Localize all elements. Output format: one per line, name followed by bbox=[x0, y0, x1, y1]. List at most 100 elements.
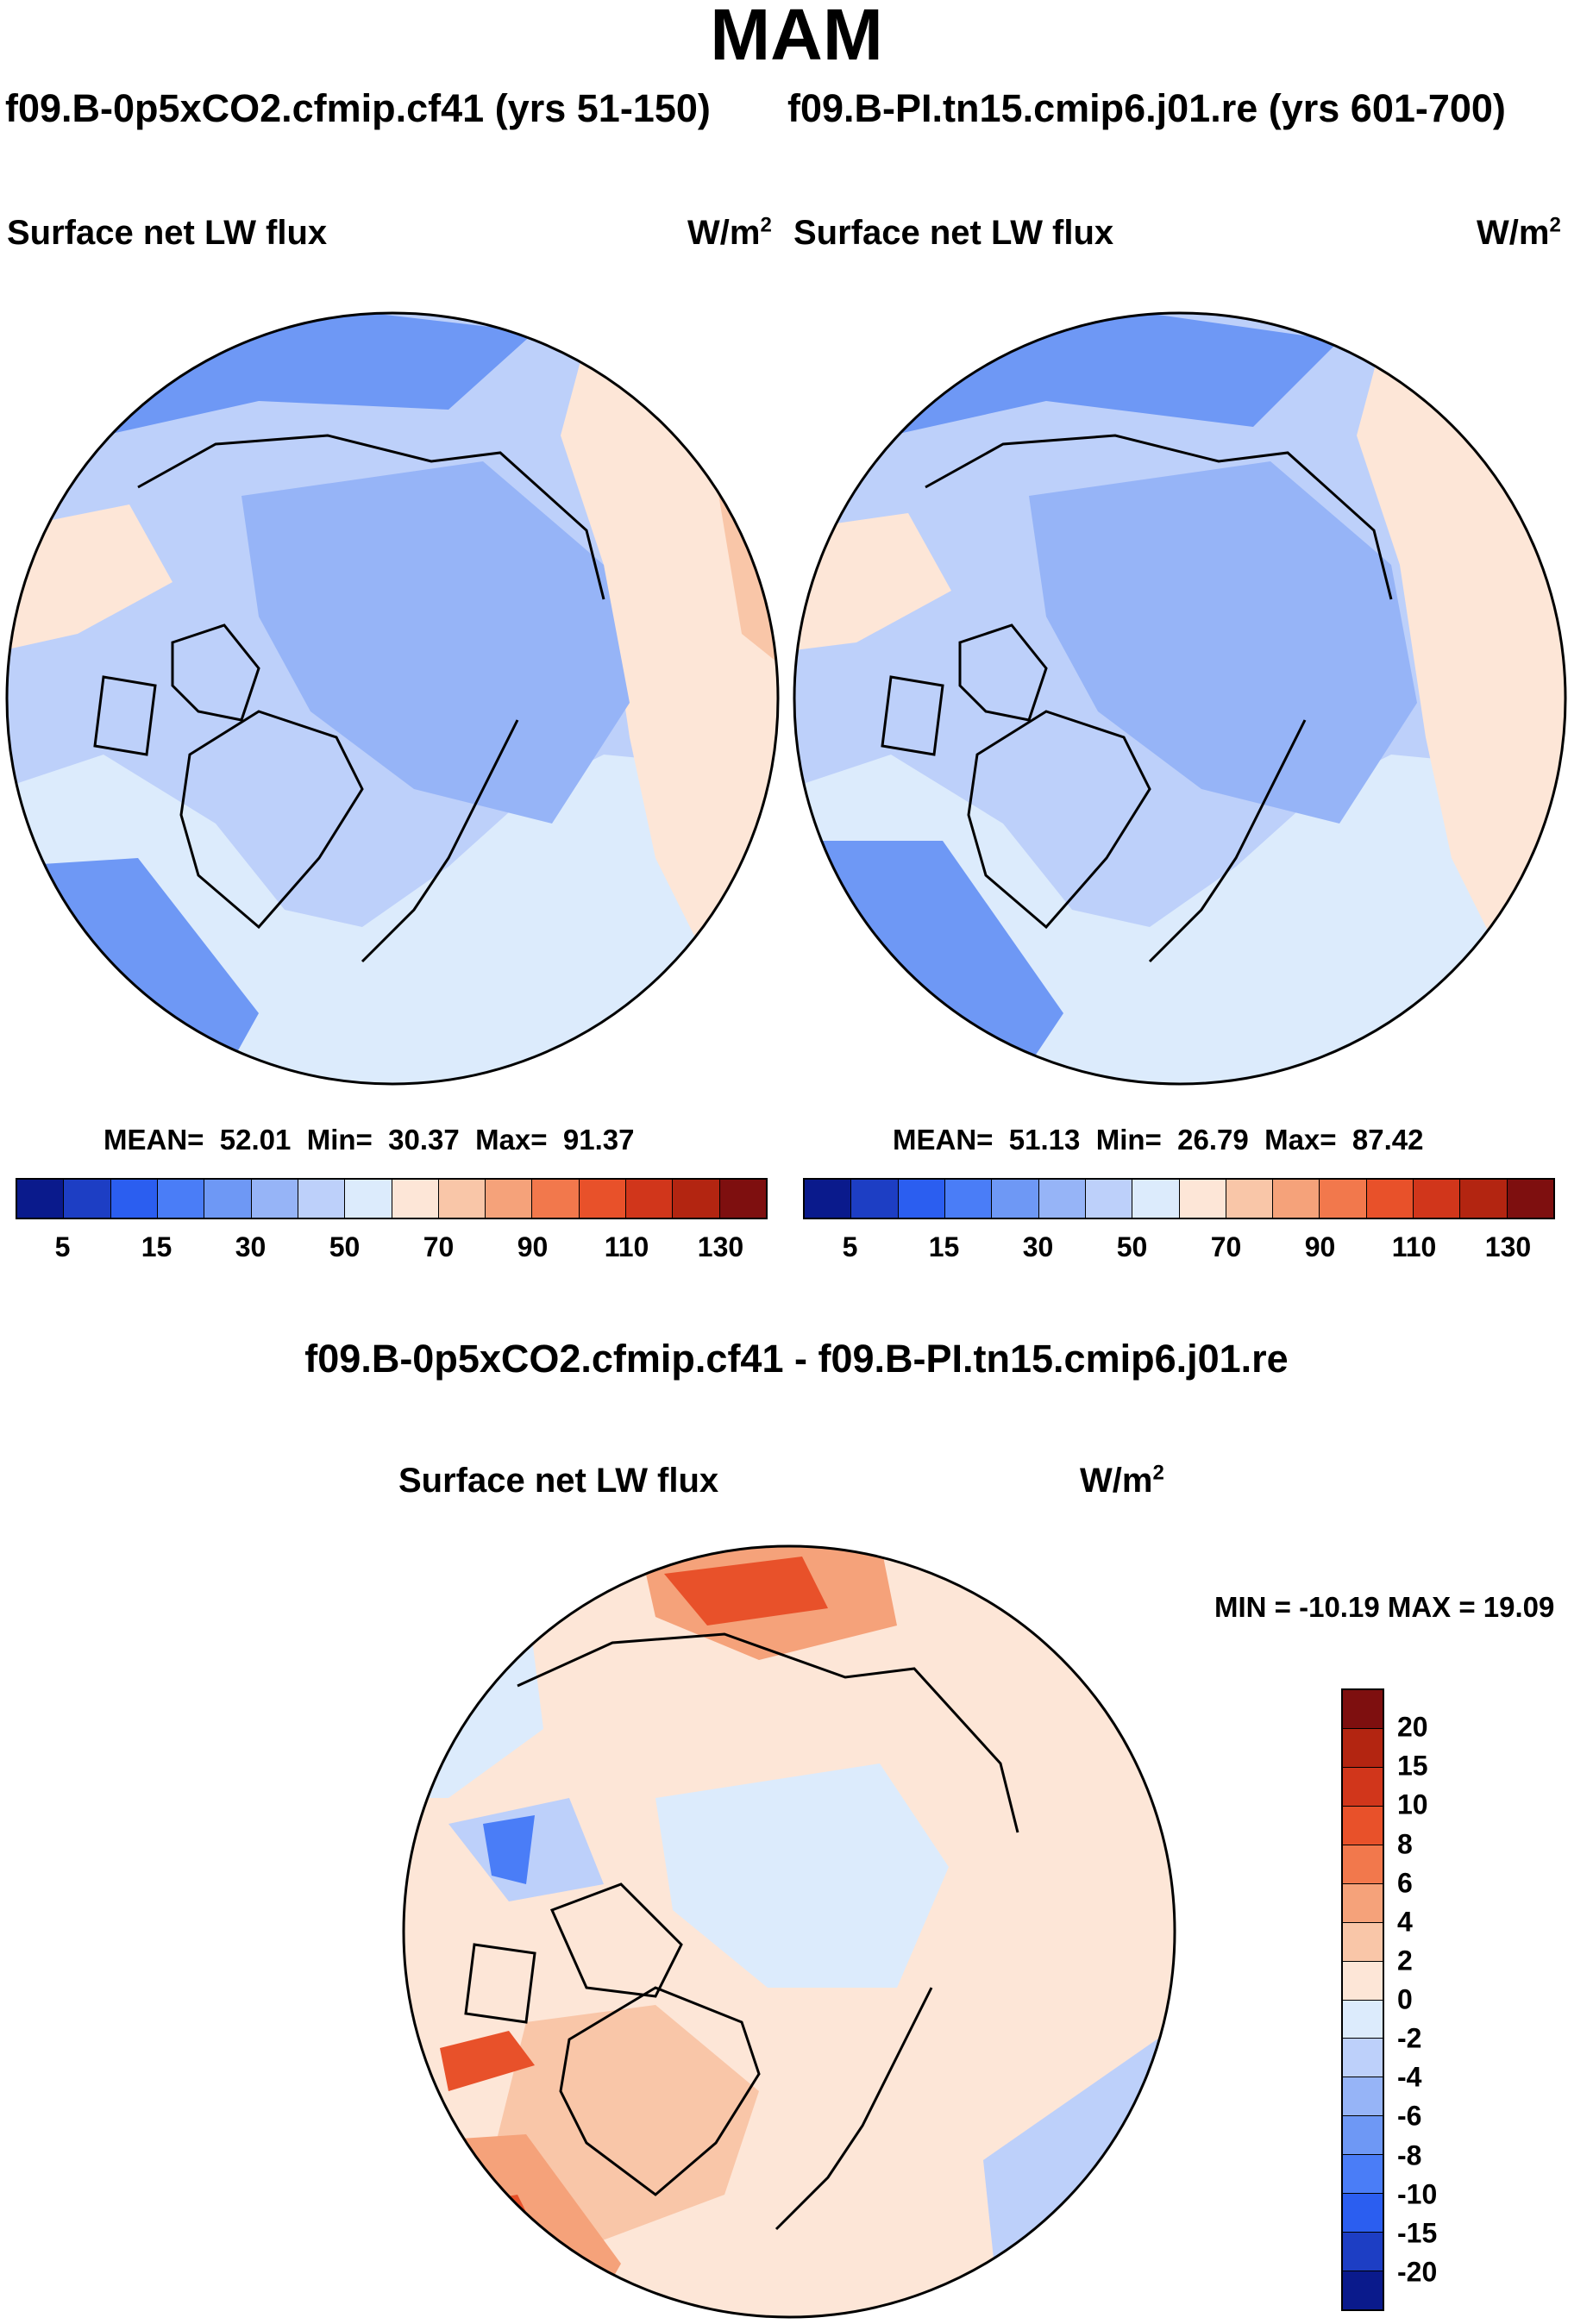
colorbar-swatch bbox=[345, 1180, 392, 1218]
colorbar-swatch bbox=[1460, 1180, 1508, 1218]
colorbar-tick-label: -4 bbox=[1397, 2061, 1422, 2093]
colorbar-tick-label: 20 bbox=[1397, 1711, 1428, 1743]
diff-map-siberia-hot-region bbox=[664, 1557, 828, 1626]
colorbar-swatch bbox=[1366, 1180, 1414, 1218]
colorbar-tick-label: 15 bbox=[141, 1231, 172, 1262]
right-map-coastline-greenland bbox=[967, 710, 1151, 930]
right-map-coastlines-canada bbox=[881, 623, 1048, 756]
colorbar-swatch bbox=[392, 1180, 439, 1218]
colorbar-tick-label: 5 bbox=[842, 1231, 858, 1262]
colorbar-swatch bbox=[579, 1180, 627, 1218]
right-map-coastline-eurasia bbox=[925, 434, 1393, 963]
colorbar-tick-label: 110 bbox=[604, 1231, 649, 1262]
diff-map-coastline-greenland bbox=[559, 1986, 761, 2196]
colorbar-tick-label: -20 bbox=[1397, 2256, 1438, 2288]
colorbar-swatch bbox=[1343, 2039, 1383, 2078]
colorbar-swatch bbox=[1320, 1180, 1367, 1218]
colorbar-swatch bbox=[17, 1180, 65, 1218]
colorbar-swatch bbox=[1343, 1883, 1383, 1923]
season-title: MAM bbox=[710, 0, 883, 75]
diff-units-label: W/m2 bbox=[1080, 1461, 1164, 1500]
colorbar-swatch bbox=[1343, 1922, 1383, 1962]
colorbar-swatch bbox=[1343, 2155, 1383, 2195]
colorbar-tick-label: 50 bbox=[329, 1231, 361, 1262]
colorbar-tick-label: 0 bbox=[1397, 1983, 1413, 2015]
right-map-west-warm-region bbox=[794, 513, 951, 651]
colorbar-tick-label: 6 bbox=[1397, 1867, 1413, 1899]
left-map-coastline-eurasia bbox=[137, 434, 605, 963]
colorbar-swatch bbox=[1343, 1806, 1383, 1845]
colorbar-tick-label: 30 bbox=[235, 1231, 267, 1262]
difference-title: f09.B-0p5xCO2.cfmip.cf41 - f09.B-PI.tn15… bbox=[304, 1337, 1289, 1381]
colorbar-swatch bbox=[805, 1180, 852, 1218]
colorbar-tick-label: 110 bbox=[1391, 1231, 1437, 1262]
colorbar-swatch bbox=[532, 1180, 580, 1218]
colorbar-swatch bbox=[944, 1180, 993, 1218]
difference-polar-map bbox=[402, 1544, 1176, 2319]
colorbar-swatch bbox=[1038, 1180, 1086, 1218]
colorbar-swatch bbox=[673, 1180, 720, 1218]
diff-minmax: MIN = -10.19 MAX = 19.09 bbox=[1214, 1591, 1555, 1623]
left-polar-map bbox=[5, 311, 780, 1086]
colorbar-swatch bbox=[157, 1180, 205, 1218]
colorbar-tick-label: -10 bbox=[1397, 2178, 1438, 2210]
colorbar-swatch bbox=[1226, 1180, 1274, 1218]
colorbar-tick-label: 15 bbox=[1397, 1750, 1428, 1782]
colorbar-swatch bbox=[1343, 2233, 1383, 2272]
colorbar-swatch bbox=[851, 1180, 899, 1218]
colorbar-swatch bbox=[1179, 1180, 1226, 1218]
colorbar-tick-label: 4 bbox=[1397, 1906, 1413, 1938]
diff-map-davis-strait-hot-streak bbox=[440, 2031, 535, 2091]
colorbar-tick-label: 90 bbox=[1304, 1231, 1336, 1262]
colorbar-swatch bbox=[64, 1180, 111, 1218]
colorbar-swatch bbox=[1343, 2116, 1383, 2156]
colorbar-tick-label: -15 bbox=[1397, 2217, 1438, 2249]
colorbar-swatch bbox=[626, 1180, 674, 1218]
right-polar-map bbox=[793, 311, 1567, 1086]
left-colorbar bbox=[16, 1178, 768, 1219]
colorbar-swatch bbox=[251, 1180, 298, 1218]
colorbar-swatch bbox=[1343, 2271, 1383, 2309]
colorbar-tick-label: 5 bbox=[54, 1231, 71, 1262]
colorbar-swatch bbox=[1507, 1180, 1553, 1218]
right-stats: MEAN= 51.13 Min= 26.79 Max= 87.42 bbox=[893, 1124, 1424, 1156]
diff-map-hudson-cold-patch bbox=[483, 1815, 535, 1884]
colorbar-swatch bbox=[486, 1180, 533, 1218]
diff-variable-label: Surface net LW flux bbox=[398, 1462, 719, 1500]
colorbar-swatch bbox=[1273, 1180, 1320, 1218]
right-map-arctic-cold-region bbox=[1029, 461, 1417, 824]
right-case-title: f09.B-PI.tn15.cmip6.j01.re (yrs 601-700) bbox=[787, 86, 1506, 130]
diff-map-coastlines-canada bbox=[464, 1882, 683, 2024]
right-colorbar bbox=[803, 1178, 1555, 1219]
colorbar-tick-label: 2 bbox=[1397, 1945, 1413, 1976]
diff-map-border bbox=[402, 1544, 1176, 2319]
diff-colorbar bbox=[1341, 1688, 1384, 2311]
colorbar-tick-label: 15 bbox=[928, 1231, 960, 1262]
colorbar-swatch bbox=[1343, 1961, 1383, 2001]
colorbar-tick-label: 130 bbox=[697, 1231, 744, 1262]
colorbar-tick-label: 50 bbox=[1116, 1231, 1148, 1262]
colorbar-tick-label: 70 bbox=[1210, 1231, 1242, 1262]
colorbar-tick-label: -8 bbox=[1397, 2139, 1422, 2171]
colorbar-swatch bbox=[1085, 1180, 1133, 1218]
colorbar-swatch bbox=[438, 1180, 486, 1218]
colorbar-tick-label: 8 bbox=[1397, 1828, 1413, 1859]
left-map-coastline-greenland bbox=[179, 710, 364, 930]
colorbar-swatch bbox=[898, 1180, 945, 1218]
colorbar-swatch bbox=[204, 1180, 252, 1218]
colorbar-tick-label: 10 bbox=[1397, 1788, 1428, 1820]
colorbar-tick-label: 90 bbox=[517, 1231, 549, 1262]
colorbar-swatch bbox=[1343, 1728, 1383, 1768]
left-map-coastlines-canada bbox=[93, 623, 260, 756]
colorbar-swatch bbox=[1414, 1180, 1461, 1218]
colorbar-swatch bbox=[1343, 1767, 1383, 1807]
left-map-west-warm-region bbox=[7, 504, 172, 651]
right-variable-label: Surface net LW flux bbox=[793, 214, 1114, 252]
left-map-border bbox=[5, 311, 780, 1086]
colorbar-tick-label: 30 bbox=[1022, 1231, 1054, 1262]
colorbar-tick-label: 70 bbox=[423, 1231, 455, 1262]
colorbar-tick-label: -6 bbox=[1397, 2100, 1422, 2132]
right-map-border bbox=[793, 311, 1567, 1086]
left-case-title: f09.B-0p5xCO2.cfmip.cf41 (yrs 51-150) bbox=[5, 86, 711, 130]
colorbar-swatch bbox=[298, 1180, 346, 1218]
